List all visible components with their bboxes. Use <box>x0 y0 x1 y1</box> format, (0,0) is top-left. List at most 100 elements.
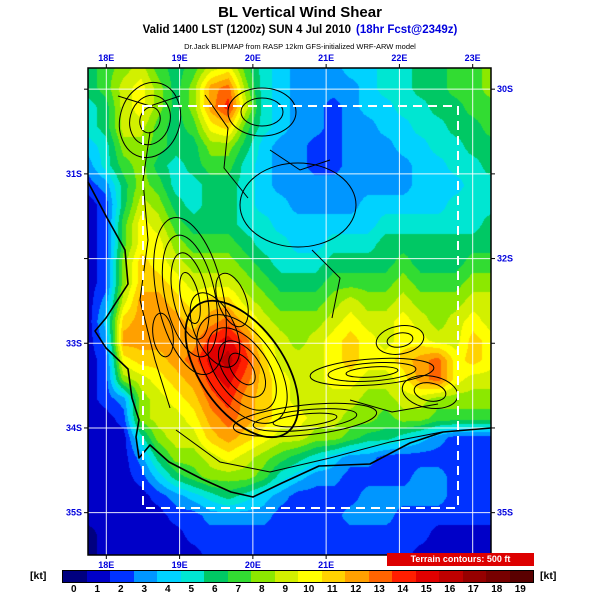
colorbar-cell <box>392 571 416 582</box>
colorbar-cell <box>486 571 510 582</box>
axis-tick-label: 30S <box>497 84 513 94</box>
axis-tick-label: 23E <box>465 53 481 63</box>
terrain-contour <box>207 327 277 411</box>
colorbar-cell <box>439 571 463 582</box>
chart-title: BL Vertical Wind Shear <box>218 4 382 21</box>
terrain-contours-note: Terrain contours: 500 ft <box>387 553 534 566</box>
inner-domain-box <box>142 105 459 509</box>
colorbar-tick-row: 0 1 2 3 4 5 6 7 8 9 10 11 12 13 14 15 16 17 18 19 <box>62 584 532 597</box>
terrain-contour <box>269 149 331 171</box>
terrain-contour <box>215 272 249 328</box>
colorbar-cell <box>204 571 228 582</box>
axis-tick-label: 19E <box>172 560 188 570</box>
terrain-contour <box>153 216 227 376</box>
terrain-contour <box>161 234 219 358</box>
axis-tick-label: 21E <box>318 560 334 570</box>
colorbar-cell <box>509 571 533 582</box>
colorbar-tick-label: 17 <box>467 584 479 595</box>
terrain-contour <box>152 312 174 358</box>
terrain-contour <box>175 429 443 473</box>
axis-tick-label: 20E <box>245 560 261 570</box>
axis-tick-label: 20E <box>245 53 261 63</box>
colorbar-tick-label: 14 <box>397 584 409 595</box>
axis-tick-label: 32S <box>497 254 513 264</box>
terrain-contour <box>311 249 341 319</box>
axis-tick-label: 33S <box>66 338 82 348</box>
terrain-contour <box>170 252 210 340</box>
terrain-contour <box>139 131 171 409</box>
forecast-hour-label: (18hr Fcst@2349z) <box>356 24 458 36</box>
colorbar-cell <box>321 571 345 582</box>
colorbar-cell <box>63 571 87 582</box>
terrain-contour <box>413 382 447 402</box>
colorbar-unit-right: [kt] <box>540 570 557 582</box>
terrain-contour <box>232 402 378 438</box>
terrain-contour <box>227 87 297 137</box>
colorbar-cell <box>298 571 322 582</box>
axis-tick-label: 19E <box>172 53 188 63</box>
colorbar-tick-label: 19 <box>514 584 526 595</box>
axis-tick-label: 21E <box>318 53 334 63</box>
terrain-contour <box>327 362 417 382</box>
colorbar-tick-label: 12 <box>350 584 362 595</box>
terrain-contour <box>309 357 435 387</box>
colorbar-unit-left: [kt] <box>30 570 47 582</box>
colorbar-tick-label: 18 <box>491 584 503 595</box>
colorbar-cell <box>180 571 204 582</box>
colorbar-tick-label: 11 <box>326 584 338 595</box>
colorbar-tick-label: 16 <box>444 584 456 595</box>
terrain-contour <box>139 106 161 134</box>
colorbar-tick-label: 0 <box>70 584 77 595</box>
terrain-contour <box>240 97 284 127</box>
axis-tick-label: 35S <box>497 508 513 518</box>
colorbar-cell <box>274 571 298 582</box>
colorbar-cell <box>345 571 369 582</box>
colorbar-tick-label: 6 <box>211 584 218 595</box>
colorbar-tick-label: 10 <box>303 584 315 595</box>
axis-tick-label: 31S <box>66 169 82 179</box>
colorbar-tick-label: 1 <box>94 584 101 595</box>
colorbar-cell <box>157 571 181 582</box>
colorbar-cell <box>368 571 392 582</box>
map-frame <box>87 67 492 556</box>
colorbar-cell <box>110 571 134 582</box>
chart-subtitle: Valid 1400 LST (1200z) SUN 4 Jul 2010 (18… <box>0 24 600 36</box>
terrain-contour <box>228 352 256 386</box>
terrain-contour <box>272 412 338 428</box>
colorbar-cell <box>227 571 251 582</box>
terrain-contour <box>386 332 414 348</box>
coastline <box>87 181 492 498</box>
colorbar-cell <box>415 571 439 582</box>
colorbar-tick-label: 13 <box>373 584 385 595</box>
colorbar-cell <box>251 571 275 582</box>
colorbar-tick-label: 15 <box>420 584 432 595</box>
axis-tick-label: 18E <box>98 560 114 570</box>
colorbar-tick-label: 7 <box>235 584 242 595</box>
terrain-contour <box>239 162 357 248</box>
colorbar-tick-label: 4 <box>164 584 171 595</box>
terrain-contour <box>345 366 399 378</box>
colorbar <box>62 570 534 583</box>
terrain-contour <box>349 399 439 413</box>
terrain-contour <box>204 94 249 199</box>
terrain-contour <box>184 299 300 439</box>
colorbar-cell <box>133 571 157 582</box>
colorbar-tick-label: 9 <box>282 584 289 595</box>
axis-tick-label: 34S <box>66 423 82 433</box>
terrain-contour <box>196 314 288 424</box>
terrain-contour <box>189 292 241 368</box>
terrain-contour <box>179 271 201 325</box>
terrain-contour <box>375 325 425 355</box>
colorbar-tick-label: 3 <box>141 584 148 595</box>
terrain-contour <box>118 81 182 159</box>
axis-tick-label: 35S <box>66 508 82 518</box>
colorbar-tick-label: 8 <box>258 584 265 595</box>
model-attribution: Dr.Jack BLIPMAP from RASP 12km GFS-initi… <box>184 42 416 51</box>
terrain-contour <box>252 408 358 432</box>
axis-tick-label: 18E <box>98 53 114 63</box>
colorbar-tick-label: 2 <box>117 584 124 595</box>
colorbar-cell <box>86 571 110 582</box>
map-heatmap <box>88 68 491 555</box>
